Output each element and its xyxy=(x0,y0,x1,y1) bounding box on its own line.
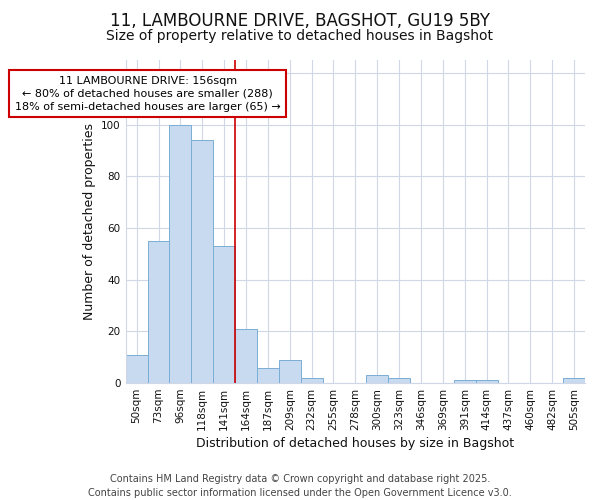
Bar xyxy=(301,378,323,383)
Bar xyxy=(476,380,497,383)
Bar xyxy=(235,329,257,383)
Bar xyxy=(388,378,410,383)
Text: Contains HM Land Registry data © Crown copyright and database right 2025.
Contai: Contains HM Land Registry data © Crown c… xyxy=(88,474,512,498)
Text: Size of property relative to detached houses in Bagshot: Size of property relative to detached ho… xyxy=(107,29,493,43)
Bar xyxy=(563,378,585,383)
Bar xyxy=(213,246,235,383)
Text: 11 LAMBOURNE DRIVE: 156sqm
← 80% of detached houses are smaller (288)
18% of sem: 11 LAMBOURNE DRIVE: 156sqm ← 80% of deta… xyxy=(15,76,280,112)
Text: 11, LAMBOURNE DRIVE, BAGSHOT, GU19 5BY: 11, LAMBOURNE DRIVE, BAGSHOT, GU19 5BY xyxy=(110,12,490,30)
Bar xyxy=(279,360,301,383)
Bar xyxy=(169,124,191,383)
X-axis label: Distribution of detached houses by size in Bagshot: Distribution of detached houses by size … xyxy=(196,437,514,450)
Bar xyxy=(191,140,213,383)
Y-axis label: Number of detached properties: Number of detached properties xyxy=(83,123,95,320)
Bar xyxy=(367,376,388,383)
Bar xyxy=(454,380,476,383)
Bar xyxy=(148,241,169,383)
Bar xyxy=(257,368,279,383)
Bar xyxy=(126,354,148,383)
